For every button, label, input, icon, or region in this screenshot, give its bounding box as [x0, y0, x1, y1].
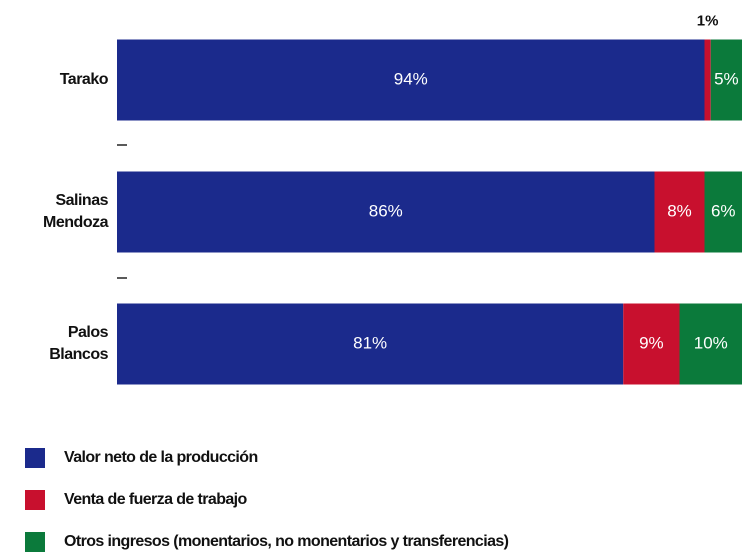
bar-segment	[117, 303, 624, 385]
bar-segment	[623, 303, 680, 385]
bar-segment	[710, 39, 742, 121]
data-label: 94%	[394, 69, 428, 88]
legend-label: Otros ingresos (monentarios, no monentar…	[64, 533, 509, 550]
bar-segment	[117, 171, 655, 253]
legend-label: Venta de fuerza de trabajo	[64, 491, 248, 508]
data-label: 86%	[369, 201, 403, 220]
data-label: 10%	[694, 333, 728, 352]
bar-segment	[654, 171, 705, 253]
bar-segment	[704, 39, 711, 121]
data-label: 1%	[697, 12, 719, 29]
category-label: Tarako	[59, 71, 109, 88]
category-label: Palos Blancos	[49, 324, 108, 363]
legend-swatch	[25, 448, 45, 468]
data-label: 9%	[639, 333, 664, 352]
legend-swatch	[25, 532, 45, 552]
data-label: 6%	[711, 201, 736, 220]
data-label: 8%	[667, 201, 692, 220]
data-label: 81%	[353, 333, 387, 352]
bar-segment	[679, 303, 742, 385]
legend-swatch	[25, 490, 45, 510]
data-label: 5%	[714, 69, 739, 88]
legend-label: Valor neto de la producción	[64, 449, 258, 466]
bar-segment	[704, 171, 742, 253]
bar-segment	[117, 39, 705, 121]
category-label: Salinas Mendoza	[43, 192, 108, 231]
